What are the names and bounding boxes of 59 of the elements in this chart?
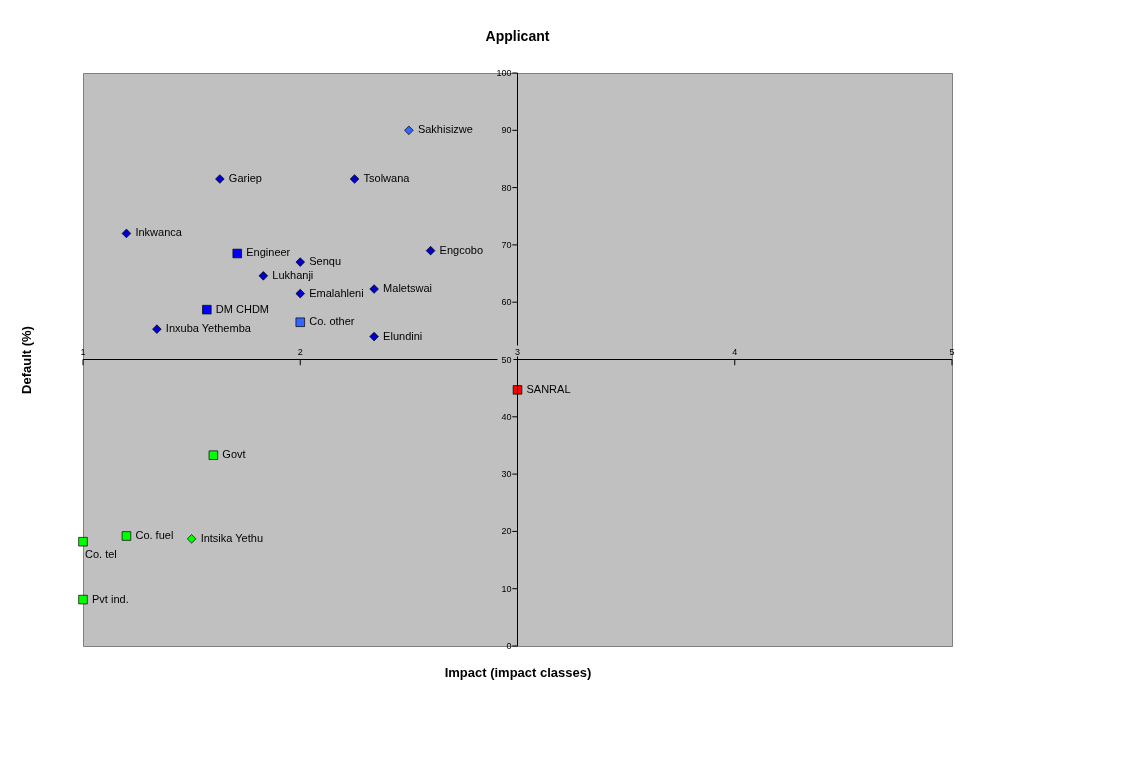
point bbox=[208, 450, 219, 460]
point bbox=[215, 174, 225, 184]
point bbox=[152, 324, 162, 334]
point bbox=[232, 248, 242, 259]
point bbox=[295, 257, 305, 267]
x-tick-label: 1 bbox=[80, 346, 86, 357]
annotation: Gariep bbox=[228, 172, 262, 185]
annotation: Pvt ind. bbox=[92, 592, 129, 605]
annotation: Emalahleni bbox=[309, 286, 364, 299]
point bbox=[295, 288, 305, 299]
y-tick-label: 0 bbox=[506, 641, 512, 651]
x-axis-title: Impact (impact classes) bbox=[444, 664, 592, 680]
y-tick-label: 60 bbox=[501, 297, 512, 308]
point bbox=[512, 385, 523, 395]
annotation: Inkwanca bbox=[135, 226, 183, 239]
y-tick-label: 10 bbox=[501, 583, 512, 594]
x-tick-label: 5 bbox=[949, 346, 955, 357]
point bbox=[202, 304, 212, 315]
annotation: Elundini bbox=[383, 329, 423, 342]
annotation: Lukhanji bbox=[272, 268, 314, 281]
point bbox=[404, 125, 414, 135]
annotation: Tsolwana bbox=[363, 172, 411, 185]
point bbox=[121, 228, 132, 239]
point bbox=[295, 317, 305, 327]
y-tick-label: 20 bbox=[501, 526, 512, 537]
annotation: Engineer bbox=[246, 246, 291, 259]
annotation: Co. other bbox=[309, 315, 355, 328]
y-tick-label: 40 bbox=[501, 411, 512, 422]
point bbox=[369, 284, 379, 294]
y-axis-title: Default (%) bbox=[18, 326, 34, 394]
y-tick-label: 80 bbox=[501, 182, 512, 193]
annotation: Sakhisizwe bbox=[417, 123, 473, 136]
point bbox=[258, 271, 268, 281]
annotation: Inxuba Yethemba bbox=[165, 322, 252, 335]
point bbox=[78, 537, 88, 547]
annotation: DM CHDM bbox=[215, 302, 269, 315]
annotation: Engcobo bbox=[439, 243, 484, 256]
annotation: Govt bbox=[222, 448, 246, 461]
y-tick-label: 50 bbox=[501, 354, 512, 365]
annotation: Maletswai bbox=[383, 282, 433, 295]
annotation: Co. tel bbox=[85, 547, 117, 560]
y-tick-label: 100 bbox=[496, 68, 512, 78]
y-tick-label: 90 bbox=[501, 125, 512, 136]
point bbox=[78, 594, 88, 605]
chart-title: Applicant bbox=[485, 28, 550, 44]
point bbox=[425, 245, 436, 256]
annotation: Co. fuel bbox=[135, 528, 174, 541]
x-tick-label: 3 bbox=[514, 346, 521, 357]
annotation: Senqu bbox=[309, 255, 342, 268]
y-tick-label: 30 bbox=[501, 469, 512, 480]
y-tick-label: 70 bbox=[501, 239, 512, 250]
annotation: Intsika Yethu bbox=[200, 531, 264, 544]
point bbox=[121, 531, 132, 541]
x-tick-label: 4 bbox=[732, 346, 738, 357]
point bbox=[369, 331, 379, 342]
x-tick-label: 2 bbox=[297, 346, 303, 357]
annotation: SANRAL bbox=[526, 382, 571, 395]
point bbox=[186, 534, 197, 544]
point bbox=[349, 174, 360, 184]
